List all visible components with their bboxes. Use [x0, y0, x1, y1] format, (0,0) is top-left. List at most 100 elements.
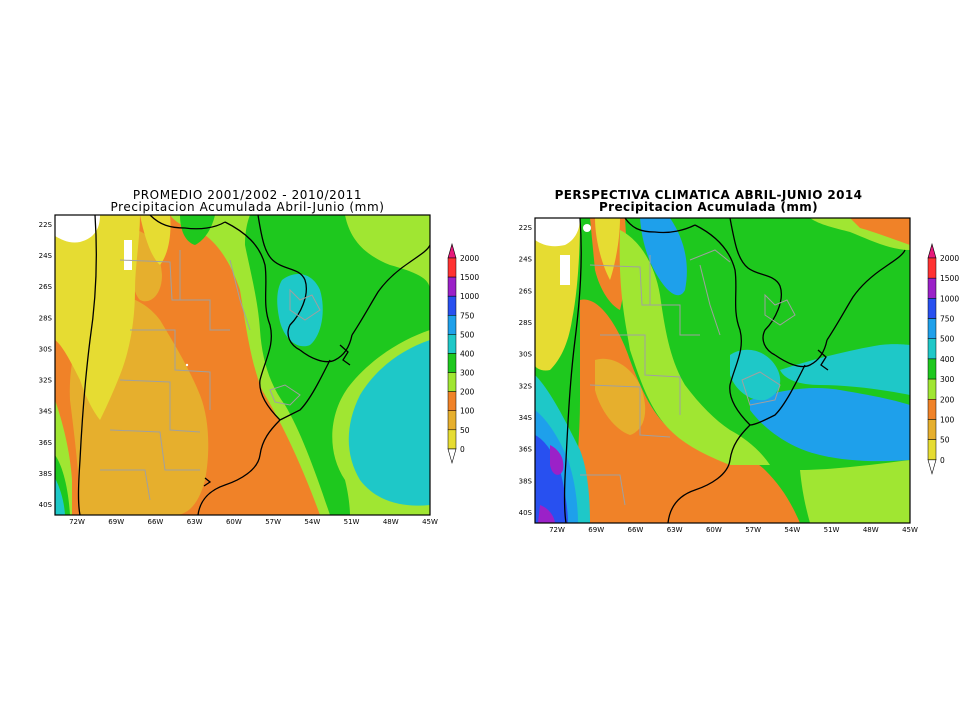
lon-label: 63W: [187, 518, 203, 526]
lat-label: 30S: [519, 351, 533, 359]
lat-label: 32S: [519, 382, 533, 390]
lon-label: 66W: [628, 526, 644, 534]
lon-label: 66W: [148, 518, 164, 526]
legend-label: 50: [460, 426, 470, 435]
right-field-100-ne: [850, 218, 910, 245]
lat-label: 24S: [39, 252, 53, 260]
legend-label: 0: [940, 456, 945, 465]
legend-swatch: [447, 257, 457, 278]
legend-label: 1500: [940, 274, 959, 283]
legend-label: 500: [460, 330, 475, 339]
right-nodata: [535, 218, 580, 247]
lon-label: 51W: [344, 518, 360, 526]
left-field-0-north: [140, 215, 171, 265]
lat-label: 34S: [39, 408, 53, 416]
left-precip-map: 22S 24S 26S 28S 30S 32S 34S 36S 38S 40S 72W 69W 66W…: [39, 214, 479, 526]
left-nodata: [55, 215, 100, 243]
right-borders: [563, 218, 906, 523]
lat-label: 40S: [519, 509, 533, 517]
left-map-frame: [54, 214, 431, 516]
right-lon-axis: 72W 69W 66W 63W 60W 57W 54W 51W 48W 45W: [549, 526, 918, 534]
lat-label: 32S: [39, 377, 53, 385]
lat-label: 28S: [519, 319, 533, 327]
left-field-300-north: [180, 215, 215, 245]
legend-label: 1000: [940, 294, 959, 303]
lon-label: 72W: [549, 526, 565, 534]
legend-arrow-bottom: [447, 448, 457, 465]
lat-label: 36S: [39, 439, 53, 447]
lat-label: 28S: [39, 314, 53, 322]
lon-label: 69W: [108, 518, 124, 526]
legend-label: 1000: [460, 292, 479, 301]
legend-swatch: [927, 358, 937, 380]
legend-swatch: [927, 338, 937, 360]
legend-swatch: [927, 298, 937, 319]
right-nodata-2: [560, 255, 570, 285]
lon-label: 57W: [265, 518, 281, 526]
right-field-200: [619, 230, 770, 465]
right-map-panel: PERSPECTIVA CLIMATICA ABRIL-JUNIO 2014 P…: [480, 0, 960, 720]
right-field-750-sw: [535, 435, 568, 523]
right-lat-axis: 22S 24S 26S 28S 30S 32S 34S 36S 38S 40S: [519, 224, 533, 517]
lat-label: 40S: [39, 501, 53, 509]
right-field-1000-sw: [550, 445, 564, 475]
legend-swatch: [447, 315, 457, 335]
right-field-50: [595, 358, 646, 435]
legend-swatch: [447, 391, 457, 411]
legend-swatch: [447, 295, 457, 316]
legend-label: 0: [460, 445, 465, 454]
left-map-panel: PROMEDIO 2001/2002 - 2010/2011 Precipita…: [39, 188, 480, 526]
legend-label: 500: [940, 335, 955, 344]
lon-label: 57W: [745, 526, 761, 534]
left-title-line2: Precipitacion Acumulada Abril-Junio (mm): [110, 200, 385, 214]
legend-label: 750: [460, 311, 475, 320]
legend-swatch: [927, 419, 937, 440]
right-field-1000-sw2: [538, 505, 555, 523]
legend-arrow-top: [447, 242, 457, 259]
legend-swatch: [927, 277, 937, 299]
legend-swatch: [447, 276, 457, 297]
right-field-400-ocean: [780, 344, 910, 395]
lat-label: 26S: [519, 287, 533, 295]
legend-label: 50: [940, 436, 950, 445]
legend-swatch: [927, 399, 937, 420]
legend-swatch: [447, 429, 457, 450]
left-borders: [77, 215, 430, 515]
lat-label: 26S: [39, 283, 53, 291]
legend-label: 300: [460, 369, 475, 378]
legend-label: 100: [460, 407, 475, 416]
left-title-line1: PROMEDIO 2001/2002 - 2010/2011: [132, 188, 363, 202]
lon-label: 48W: [383, 518, 399, 526]
legend-label: 400: [940, 355, 955, 364]
legend-label: 2000: [460, 254, 479, 263]
lon-label: 69W: [588, 526, 604, 534]
left-lon-axis: 72W 69W 66W 63W 60W 57W 54W 51W 48W 45W: [69, 518, 438, 526]
lat-label: 34S: [519, 414, 533, 422]
right-field-500-ocean: [750, 388, 910, 462]
lat-label: 30S: [39, 345, 53, 353]
legend-label: 2000: [940, 254, 959, 263]
lon-label: 54W: [784, 526, 800, 534]
left-field-0: [55, 215, 140, 420]
lat-label: 24S: [519, 256, 533, 264]
lon-label: 63W: [667, 526, 683, 534]
legend-swatch: [447, 410, 457, 431]
legend-label: 400: [460, 349, 475, 358]
lon-label: 45W: [422, 518, 438, 526]
lat-label: 38S: [519, 477, 533, 485]
right-field-0-north: [595, 218, 620, 280]
right-field-400-inland: [730, 349, 781, 401]
right-field-500-north: [640, 218, 687, 296]
lon-label: 60W: [706, 526, 722, 534]
lon-label: 72W: [69, 518, 85, 526]
right-field-100: [575, 299, 800, 523]
right-provinces: [580, 249, 796, 506]
legend-label: 100: [940, 415, 955, 424]
lon-label: 54W: [304, 518, 320, 526]
right-precip-map: 22S 24S 26S 28S 30S 32S 34S 36S 38S 40S 72W 69W 66W…: [519, 217, 959, 534]
legend-arrow-top: [927, 242, 937, 259]
lon-label: 48W: [863, 526, 879, 534]
left-nodata-2: [124, 240, 132, 270]
